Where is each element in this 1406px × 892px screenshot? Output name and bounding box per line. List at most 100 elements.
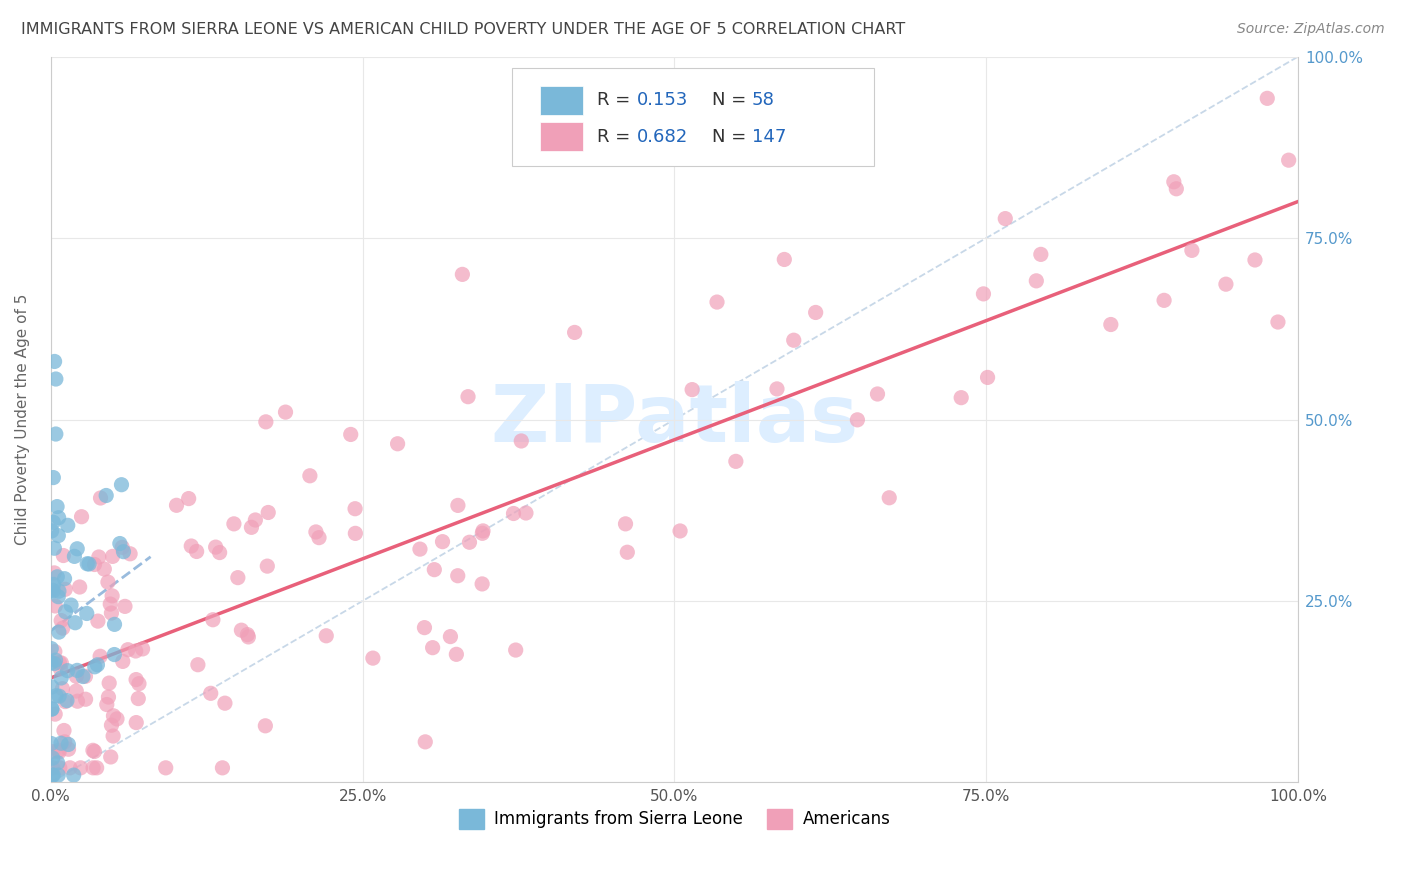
Point (56, 518, 79, 533)
Point (187, 657, 209, 672)
Point (41, 768, 63, 782)
Point (49, 662, 72, 676)
Point (724, 454, 747, 468)
Point (256, 559, 278, 574)
Point (77, 557, 100, 571)
Point (65, 684, 87, 698)
Point (49, 736, 72, 750)
Point (305, 524, 328, 539)
Point (46, 528, 69, 542)
Point (238, 630, 260, 644)
Point (70, 509, 93, 524)
Point (53, 735, 76, 749)
Point (42, 516, 65, 530)
Point (72, 669, 94, 683)
Point (1256, 91, 1278, 105)
Point (45, 372, 67, 386)
Point (44, 644, 66, 658)
Point (82, 761, 104, 775)
Point (472, 524, 495, 538)
Point (53, 695, 76, 709)
Point (39, 656, 62, 670)
Point (82, 743, 104, 757)
Point (83, 660, 105, 674)
Point (44, 566, 66, 580)
Point (315, 629, 337, 643)
Point (108, 536, 131, 550)
Point (100, 606, 122, 620)
Point (46, 768, 69, 782)
Point (66, 541, 89, 556)
Point (502, 507, 524, 521)
Point (75, 692, 97, 706)
Point (76, 557, 98, 571)
Text: 0.153: 0.153 (637, 91, 689, 109)
Legend: Immigrants from Sierra Leone, Americans: Immigrants from Sierra Leone, Americans (451, 802, 897, 836)
Point (155, 761, 177, 775)
Point (120, 547, 142, 561)
Point (53, 572, 76, 586)
Point (387, 436, 409, 450)
Point (515, 506, 537, 520)
Point (180, 539, 202, 553)
Point (39, 737, 62, 751)
Point (101, 729, 124, 743)
Point (48, 510, 70, 524)
FancyBboxPatch shape (540, 122, 583, 151)
Point (100, 750, 122, 764)
Point (110, 477, 132, 491)
Point (51, 656, 73, 670)
Point (58, 742, 80, 756)
Point (63, 549, 86, 564)
Point (98, 676, 121, 690)
Point (51, 671, 73, 685)
Point (48, 625, 70, 640)
Point (58, 738, 80, 752)
Point (89, 649, 111, 664)
Point (344, 501, 367, 516)
Point (48, 656, 70, 670)
Point (950, 391, 973, 405)
Point (1099, 318, 1122, 332)
Text: ZIPatlas: ZIPatlas (491, 381, 859, 458)
Point (208, 545, 231, 559)
Point (471, 526, 494, 541)
Point (204, 540, 226, 554)
Point (45, 689, 67, 703)
Point (83, 558, 105, 572)
Point (245, 513, 267, 527)
Point (505, 643, 527, 657)
Point (422, 640, 444, 655)
Point (127, 691, 149, 706)
Point (39, 582, 62, 597)
Point (451, 268, 474, 282)
Text: IMMIGRANTS FROM SIERRA LEONE VS AMERICAN CHILD POVERTY UNDER THE AGE OF 5 CORREL: IMMIGRANTS FROM SIERRA LEONE VS AMERICAN… (21, 22, 905, 37)
Point (59, 761, 82, 775)
Point (308, 531, 330, 545)
Point (510, 434, 533, 448)
Point (87, 614, 110, 628)
Point (46, 570, 69, 584)
Point (41, 745, 63, 759)
Point (877, 491, 900, 505)
Point (458, 535, 481, 549)
Point (298, 468, 321, 483)
Point (339, 427, 361, 442)
Point (46, 590, 69, 604)
Point (211, 761, 233, 775)
Point (1278, 153, 1301, 168)
Point (432, 534, 454, 549)
Point (42, 768, 65, 782)
Point (1244, 252, 1267, 267)
Point (90, 491, 112, 505)
Point (41, 680, 63, 694)
Point (51, 681, 73, 696)
Point (117, 642, 139, 657)
Point (231, 624, 253, 638)
Point (616, 545, 638, 559)
Point (112, 544, 135, 558)
Point (447, 568, 470, 582)
Point (1029, 247, 1052, 261)
Point (46, 500, 69, 514)
Point (51, 614, 73, 628)
